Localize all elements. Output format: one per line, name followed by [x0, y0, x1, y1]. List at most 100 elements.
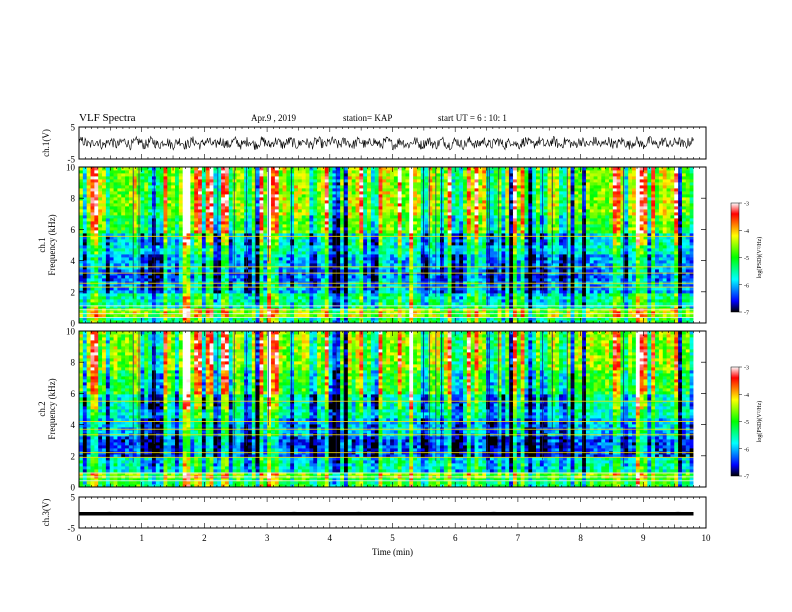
spectrogram-cell	[489, 242, 495, 246]
spectrogram-cell	[597, 266, 602, 270]
spectrogram-cell	[635, 311, 641, 315]
spectrogram-cell	[148, 248, 153, 252]
spectrogram-cell	[167, 260, 172, 264]
spectrogram-cell	[86, 260, 91, 264]
spectrogram-cell	[605, 287, 610, 291]
spectrogram-cell	[582, 311, 587, 315]
spectrogram-cell	[424, 242, 429, 246]
spectrogram-cell	[520, 305, 525, 309]
spectrogram-cell	[98, 254, 103, 258]
spectrogram-cell	[424, 281, 429, 285]
spectrogram-cell	[520, 230, 525, 234]
spectrogram-cell	[247, 257, 253, 261]
spectrogram-cell	[428, 275, 433, 279]
spectrogram-cell	[493, 248, 498, 252]
spectrogram-cell	[597, 299, 602, 303]
spectrogram-cell	[86, 275, 91, 279]
spectrogram-cell	[478, 266, 483, 270]
spectrogram-cell	[651, 242, 656, 246]
spectrogram-cell	[355, 317, 360, 321]
spectrogram-cell	[413, 278, 418, 282]
spectrogram-cell	[555, 254, 560, 258]
spectrogram-cell	[336, 284, 341, 288]
spectrogram-cell	[570, 230, 575, 234]
spectrogram-cell	[447, 317, 452, 321]
spectrogram-cell	[167, 236, 172, 240]
spectrogram-cell	[274, 251, 280, 255]
spectrogram-cell	[117, 305, 122, 309]
spectrogram-cell	[536, 260, 541, 264]
spectrogram-cell	[175, 290, 180, 294]
spectrogram-cell	[155, 311, 161, 315]
spectrogram-cell	[597, 269, 602, 273]
spectrogram-cell	[201, 311, 207, 315]
spectrogram-cell	[539, 284, 545, 288]
spectrogram-cell	[559, 302, 564, 306]
spectrogram-cell	[455, 317, 460, 321]
spectrogram-cell	[443, 248, 449, 252]
spectrogram-cell	[478, 290, 483, 294]
spectrogram-cell	[555, 320, 560, 324]
spectrogram-cell	[171, 290, 176, 294]
spectrogram-cell	[670, 290, 675, 294]
spectrogram-cell	[505, 287, 510, 291]
spectrogram-cell	[393, 245, 399, 249]
spectrogram-cell	[343, 317, 349, 321]
spectrogram-cell	[401, 248, 406, 252]
spectrogram-cell	[132, 275, 138, 279]
spectrogram-cell	[647, 269, 652, 273]
spectrogram-cell	[178, 287, 184, 291]
spectrogram-cell	[259, 299, 264, 303]
spectrogram-cell	[340, 245, 345, 249]
spectrogram-cell	[478, 263, 483, 267]
spectrogram-cell	[643, 302, 648, 306]
spectrogram-cell	[470, 245, 475, 249]
spectrogram-cell	[440, 275, 445, 279]
spectrogram-cell	[105, 266, 111, 270]
spectrogram-cell	[386, 236, 391, 240]
spectrogram-cell	[681, 245, 687, 249]
spectrogram-cell	[539, 257, 545, 261]
spectrogram-cell	[662, 272, 667, 276]
spectrogram-cell	[616, 296, 621, 300]
spectrogram-cell	[643, 305, 648, 309]
spectrogram-cell	[113, 254, 118, 258]
spectrogram-cell	[98, 251, 103, 255]
spectrogram-cell	[555, 275, 560, 279]
spectrogram-cell	[317, 284, 322, 288]
spectrogram-cell	[655, 242, 660, 246]
spectrogram-cell	[159, 233, 164, 237]
spectrogram-cell	[359, 305, 364, 309]
spectrogram-cell	[328, 260, 333, 264]
spectrogram-cell	[217, 305, 222, 309]
spectrogram-cell	[463, 260, 468, 264]
spectrogram-cell	[605, 263, 610, 267]
spectrogram-cell	[117, 272, 122, 276]
spectrogram-cell	[474, 236, 479, 240]
spectrogram-cell	[639, 266, 644, 270]
spectrogram-cell	[90, 227, 95, 231]
spectrogram-cell	[155, 287, 161, 291]
spectrogram-cell	[624, 290, 629, 294]
spectrogram-cell	[597, 293, 602, 297]
spectrogram-cell	[470, 290, 475, 294]
spectrogram-cell	[409, 293, 414, 297]
spectrogram-cell	[647, 278, 652, 282]
spectrogram-cell	[409, 236, 414, 240]
spectrogram-cell	[297, 236, 303, 240]
spectrogram-cell	[105, 242, 111, 246]
spectrogram-cell	[543, 293, 548, 297]
spectrogram-cell	[190, 242, 195, 246]
spectrogram-cell	[585, 293, 591, 297]
spectrogram-cell	[524, 275, 529, 279]
spectrogram-cell	[509, 242, 514, 246]
spectrogram-cell	[608, 245, 614, 249]
spectrogram-cell	[474, 296, 479, 300]
spectrogram-cell	[574, 305, 579, 309]
spectrogram-cell	[451, 254, 456, 258]
spectrogram-cell	[390, 266, 395, 270]
spectrogram-cell	[632, 299, 637, 303]
spectrogram-cell	[171, 266, 176, 270]
spectrogram-cell	[478, 284, 483, 288]
spectrogram-cell	[125, 281, 130, 285]
